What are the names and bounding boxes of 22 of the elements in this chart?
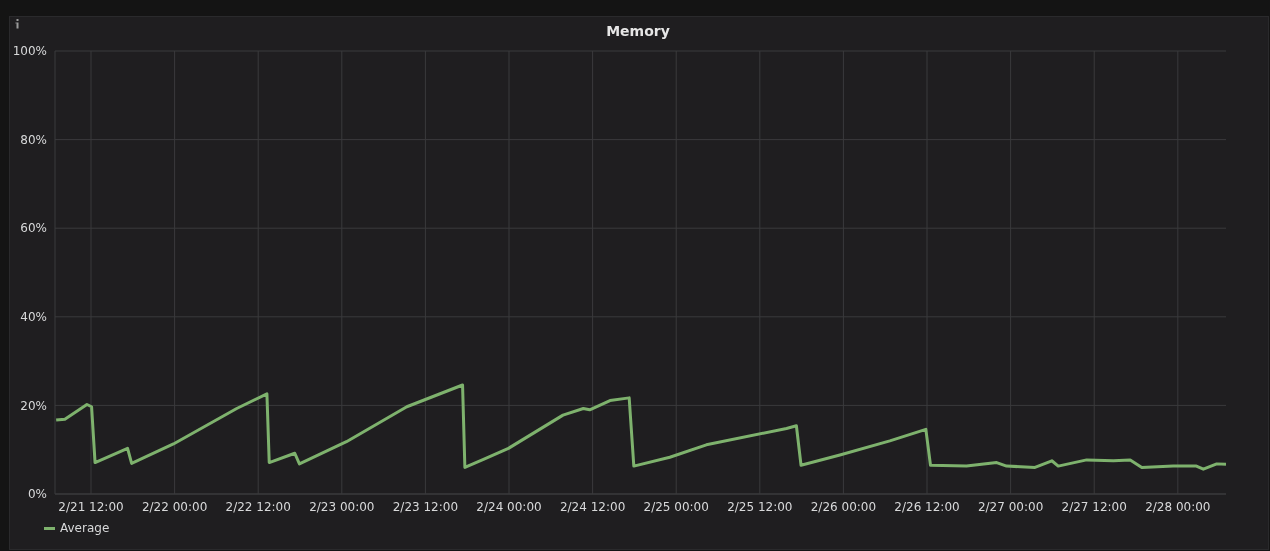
x-tick-label: 2/24 00:00	[476, 499, 542, 514]
y-tick-label: 40%	[20, 310, 47, 325]
x-tick-label: 2/26 12:00	[894, 499, 960, 514]
x-tick-label: 2/27 12:00	[1061, 499, 1127, 514]
x-tick-label: 2/23 12:00	[392, 499, 459, 514]
y-tick-label: 0%	[27, 487, 47, 502]
x-tick-label: 2/25 00:00	[643, 499, 709, 514]
x-tick-label: 2/26 00:00	[810, 499, 877, 514]
chart-title: Memory	[605, 23, 671, 39]
x-tick-label: 2/28 00:00	[1145, 499, 1211, 514]
y-tick-label: 100%	[12, 44, 47, 59]
x-tick-label: 2/24 12:00	[559, 499, 626, 514]
x-tick-label: 2/22 00:00	[141, 499, 208, 514]
x-tick-label: 2/21 12:00	[58, 499, 124, 514]
y-tick-label: 60%	[20, 221, 47, 236]
x-tick-label: 2/22 12:00	[225, 499, 291, 514]
x-tick-label: 2/23 00:00	[309, 499, 375, 514]
y-tick-label: 80%	[20, 132, 47, 147]
y-tick-label: 20%	[20, 398, 47, 413]
x-tick-label: 2/25 12:00	[727, 499, 793, 514]
legend-label: Average	[60, 521, 110, 535]
x-tick-label: 2/27 00:00	[977, 499, 1044, 514]
